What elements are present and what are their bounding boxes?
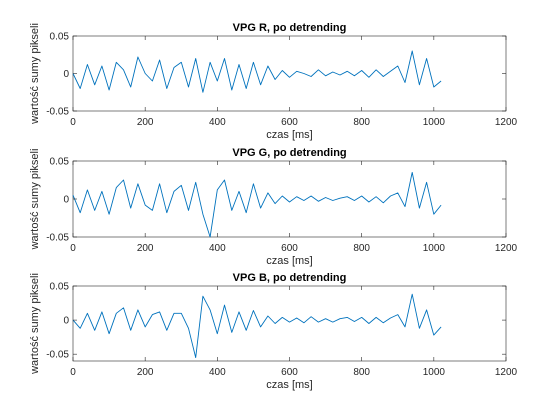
x-axis-label: czas [ms]	[266, 255, 312, 267]
x-tick-label: 0	[70, 117, 76, 128]
chart-title: VPG B, po detrending	[233, 272, 347, 284]
x-axis-label: czas [ms]	[266, 129, 312, 141]
y-tick-label: -0.05	[46, 107, 69, 118]
x-tick-label: 800	[353, 367, 370, 378]
x-tick-label: 200	[137, 117, 154, 128]
plot-area	[73, 36, 506, 111]
y-axis-label: wartość sumy pikseli	[29, 23, 41, 125]
x-tick-label: 0	[70, 367, 76, 378]
x-tick-label: 1000	[423, 243, 446, 254]
x-tick-label: 400	[209, 243, 226, 254]
y-tick-label: 0.05	[50, 282, 70, 293]
y-axis-label: wartość sumy pikseli	[29, 273, 41, 375]
y-axis-label: wartość sumy pikseli	[29, 149, 41, 251]
x-tick-label: 600	[281, 367, 298, 378]
x-tick-label: 1000	[423, 367, 446, 378]
y-tick-label: 0	[63, 316, 69, 327]
x-tick-label: 1200	[495, 117, 518, 128]
y-tick-label: -0.05	[46, 350, 69, 361]
chart-title: VPG R, po detrending	[233, 22, 347, 34]
x-tick-label: 1200	[495, 243, 518, 254]
x-tick-label: 400	[209, 117, 226, 128]
x-tick-label: 800	[353, 117, 370, 128]
x-tick-label: 0	[70, 243, 76, 254]
chart-title: VPG G, po detrending	[232, 147, 346, 159]
y-tick-label: 0.05	[50, 157, 70, 168]
x-tick-label: 400	[209, 367, 226, 378]
plot-area	[73, 286, 506, 361]
y-tick-label: -0.05	[46, 233, 69, 244]
y-tick-label: 0	[63, 195, 69, 206]
x-tick-label: 600	[281, 243, 298, 254]
y-tick-label: 0.05	[50, 32, 70, 43]
plot-area	[73, 161, 506, 237]
x-tick-label: 1200	[495, 367, 518, 378]
x-tick-label: 600	[281, 117, 298, 128]
y-tick-label: 0	[63, 69, 69, 80]
x-axis-label: czas [ms]	[266, 379, 312, 391]
x-tick-label: 800	[353, 243, 370, 254]
x-tick-label: 200	[137, 367, 154, 378]
x-tick-label: 1000	[423, 117, 446, 128]
x-tick-label: 200	[137, 243, 154, 254]
